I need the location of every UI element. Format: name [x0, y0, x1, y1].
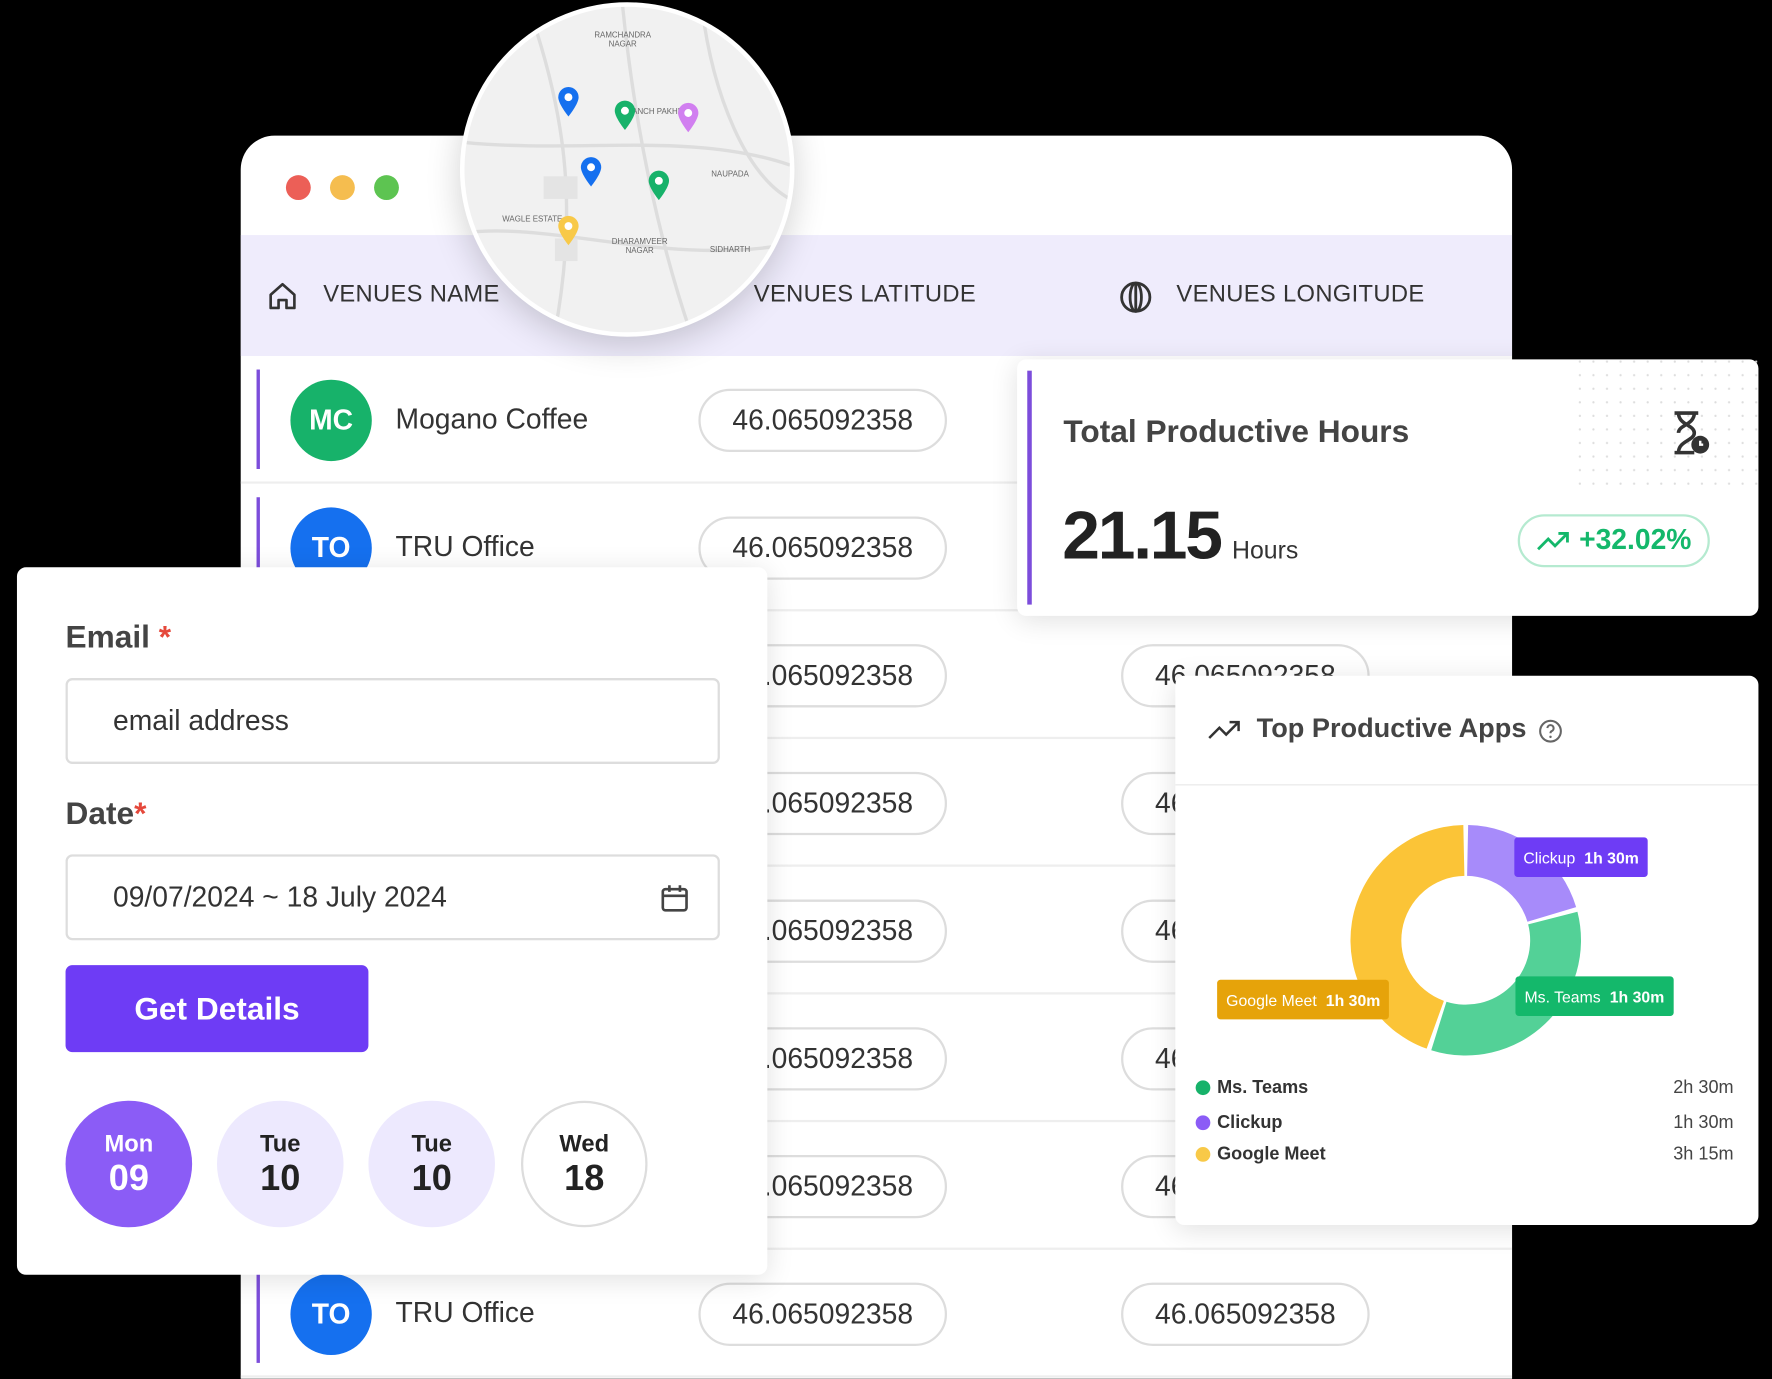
day-chip-in-range[interactable]: Tue 10 [368, 1100, 495, 1228]
get-details-button[interactable]: Get Details [65, 965, 369, 1053]
card-title: Total Productive Hours [1063, 413, 1410, 449]
row-accent [256, 497, 260, 597]
date-label: Date* [65, 795, 147, 831]
row-accent [256, 1263, 260, 1363]
donut-slice-ms-teams[interactable] [1431, 911, 1582, 1056]
window-maximize-button[interactable] [374, 175, 399, 201]
latitude-pill: 46.065092358 [698, 1282, 948, 1346]
total-productive-hours-card: Total Productive Hours 21.15 Hours +32.0… [1017, 359, 1759, 616]
map-label: WAGLE ESTATE [502, 215, 563, 224]
change-badge: +32.02% [1517, 514, 1710, 568]
map-pin-icon[interactable] [677, 102, 700, 134]
accent-bar [1027, 370, 1032, 605]
donut-chart [1350, 824, 1582, 1056]
column-header-name[interactable]: VENUES NAME [323, 281, 500, 308]
tag-google-meet: Google Meet 1h 30m [1217, 979, 1390, 1020]
globe-icon [1120, 281, 1152, 313]
trend-up-icon [1537, 531, 1570, 550]
column-header-longitude[interactable]: VENUES LONGITUDE [1176, 281, 1425, 308]
legend-item-clickup: Clickup 1h 30m [1195, 1112, 1734, 1135]
map-label: NAUPADA [711, 170, 749, 179]
details-form: Email * email address Date* 09/07/2024 ~… [16, 567, 768, 1275]
window-close-button[interactable] [285, 175, 311, 201]
divider [1175, 784, 1759, 786]
trend-up-icon [1208, 720, 1240, 739]
longitude-pill: 46.065092358 [1121, 1282, 1370, 1346]
window-minimize-button[interactable] [329, 175, 355, 201]
map-label: PANCH PAKHDI [627, 108, 686, 117]
tag-clickup: Clickup 1h 30m [1514, 837, 1648, 877]
tag-ms-teams: Ms. Teams 1h 30m [1515, 976, 1674, 1016]
day-chip[interactable]: Wed 18 [520, 1100, 648, 1228]
map-label: DHARAMVEER NAGAR [611, 238, 668, 256]
map-roads [464, 6, 790, 333]
day-chip-selected[interactable]: Mon 09 [65, 1100, 193, 1228]
calendar-icon[interactable] [659, 883, 691, 915]
question-circle-icon[interactable] [1538, 719, 1563, 744]
home-icon [269, 282, 296, 310]
hourglass-clock-icon [1674, 411, 1710, 455]
row-accent [256, 369, 260, 469]
date-range-input[interactable]: 09/07/2024 ~ 18 July 2024 [65, 854, 720, 941]
column-header-latitude[interactable]: VENUES LATITUDE [753, 281, 977, 308]
latitude-pill: 46.065092358 [698, 388, 948, 453]
hours-value: 21.15 [1062, 497, 1223, 573]
map-label: SIDHARTH [709, 246, 751, 255]
dot-pattern [1577, 359, 1759, 495]
legend-item-google-meet: Google Meet 3h 15m [1195, 1144, 1734, 1167]
map-label: RAMCHANDRA NAGAR [594, 31, 652, 49]
day-chip-in-range[interactable]: Tue 10 [216, 1100, 344, 1228]
map-pin-icon[interactable] [648, 170, 671, 202]
map-pin-icon[interactable] [557, 86, 580, 118]
table-row[interactable]: MC Mogano Coffee 46.065092358 [240, 356, 1513, 484]
email-input[interactable]: email address [65, 678, 720, 764]
avatar: MC [290, 379, 372, 462]
venue-name: TRU Office [395, 531, 535, 563]
venue-name: Mogano Coffee [395, 403, 589, 436]
hours-readout: 21.15 Hours [1062, 497, 1299, 573]
avatar: TO [290, 1273, 372, 1355]
top-productive-apps-card: Top Productive Apps Clickup 1h 30m Ms. Te… [1175, 675, 1759, 1226]
card-title: Top Productive Apps [1256, 713, 1527, 744]
map-pin-icon[interactable] [557, 215, 580, 247]
table-header: VENUES NAME VENUES LATITUDE VENUES LONGI… [240, 235, 1513, 356]
map-pin-icon[interactable] [580, 156, 603, 188]
map-pin-icon[interactable] [614, 99, 637, 131]
legend-item-ms-teams: Ms. Teams 2h 30m [1195, 1077, 1734, 1100]
change-value: +32.02% [1579, 524, 1692, 557]
venue-name: TRU Office [395, 1297, 535, 1329]
hours-unit: Hours [1231, 535, 1299, 564]
venue-map[interactable]: RAMCHANDRA NAGAR PANCH PAKHDI NAUPADA WA… [459, 2, 795, 337]
email-label: Email * [65, 619, 172, 655]
